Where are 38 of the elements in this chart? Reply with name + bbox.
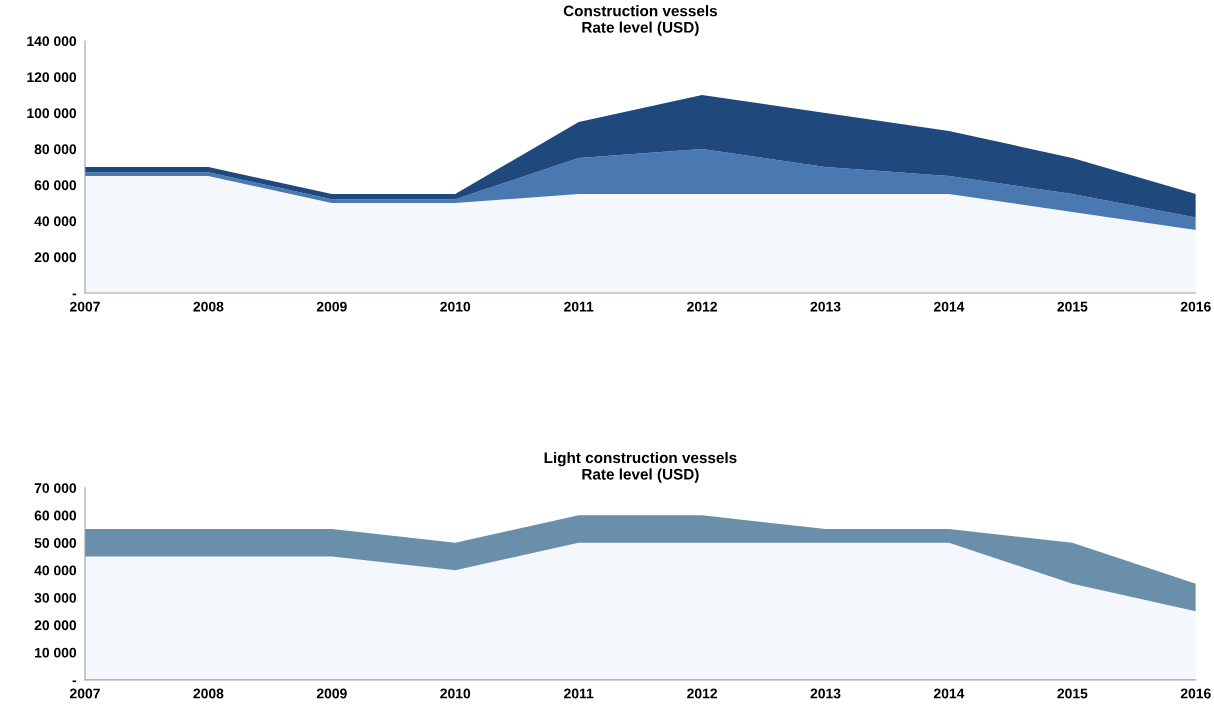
y-tick-label: 40 000 [34,565,77,576]
x-tick-label: 2013 [810,688,841,699]
x-tick-label: 2007 [70,688,100,699]
y-tick-label: 140 000 [27,36,77,47]
y-tick-label: 80 000 [34,144,77,155]
x-tick-label: 2015 [1057,688,1088,699]
y-tick-label: 70 000 [34,483,77,494]
x-tick-label: 2007 [70,301,100,312]
x-tick-label: 2010 [440,688,471,699]
y-tick-label: 20 000 [34,620,77,631]
y-tick-label: 60 000 [34,180,77,191]
x-tick-label: 2016 [1180,301,1211,312]
y-tick-label: 20 000 [34,252,77,263]
x-tick-label: 2016 [1180,688,1211,699]
x-tick-label: 2014 [933,688,965,699]
y-tick-label: 60 000 [34,510,77,521]
x-tick-label: 2010 [440,301,471,312]
x-tick-label: 2008 [193,688,224,699]
y-tick-label: 40 000 [34,216,77,227]
chart-title: Construction vessels Rate level (USD) [563,5,718,36]
y-tick-label: 120 000 [27,72,77,83]
x-tick-label: 2011 [564,688,594,699]
y-tick-label: 100 000 [27,108,77,119]
y-tick-label: 10 000 [35,647,77,658]
y-tick-label: 50 000 [34,538,77,548]
x-tick-label: 2009 [316,301,347,312]
x-tick-label: 2008 [193,301,224,312]
x-tick-label: 2012 [687,301,717,312]
y-tick-label: 30 000 [34,592,77,603]
y-tick-label: - [72,680,77,683]
x-tick-label: 2013 [810,301,841,312]
x-tick-label: 2011 [564,301,594,312]
x-tick-label: 2014 [933,301,965,312]
x-tick-label: 2015 [1057,301,1088,312]
chart-title: Light construction vessels Rate level (USD) [544,451,737,483]
y-tick-label: - [72,293,77,296]
x-tick-label: 2012 [687,688,717,699]
x-tick-label: 2009 [316,688,347,699]
